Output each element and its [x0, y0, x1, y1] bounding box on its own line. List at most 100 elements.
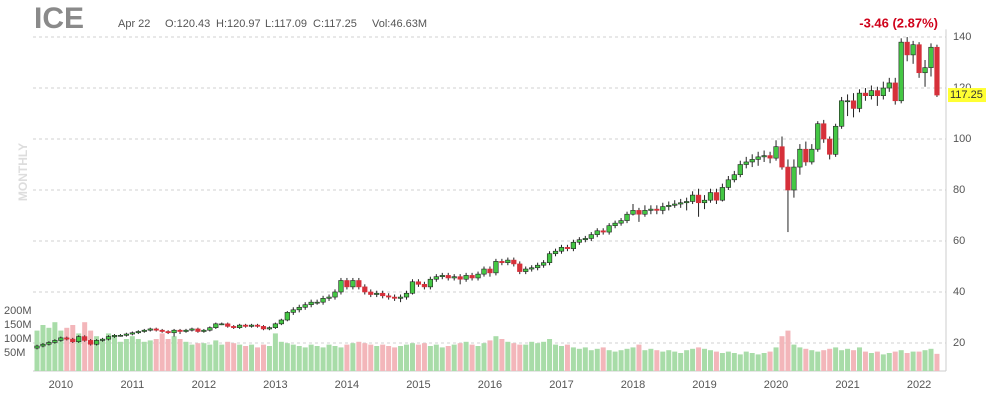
- volume-bar: [713, 351, 719, 371]
- volume-bar: [344, 344, 350, 371]
- volume-bar: [368, 344, 374, 371]
- candle-body: [308, 301, 314, 306]
- volume-bar: [499, 339, 505, 371]
- volume-bar: [594, 348, 600, 371]
- candle-body: [445, 275, 451, 279]
- volume-bar: [493, 336, 499, 371]
- volume-bar: [189, 344, 195, 371]
- candle-body: [666, 204, 672, 207]
- candle-body: [701, 199, 708, 204]
- volume-bar: [231, 343, 237, 371]
- volume-bar: [296, 346, 302, 371]
- x-tick-label: 2012: [192, 379, 216, 391]
- candle-body: [421, 284, 428, 288]
- volume-bar: [719, 353, 725, 371]
- volume-bar: [338, 347, 344, 371]
- candle-body: [159, 329, 165, 332]
- volume-bar: [183, 341, 189, 371]
- candle-body: [582, 238, 588, 241]
- volume-bar: [201, 343, 207, 371]
- volume-bar: [862, 351, 868, 371]
- candle-body: [469, 275, 475, 279]
- volume-bar: [165, 339, 171, 371]
- candle-body: [99, 338, 106, 341]
- candle-body: [904, 41, 910, 56]
- candle-body: [40, 343, 46, 347]
- volume-bar: [725, 351, 731, 371]
- candle-body: [630, 210, 636, 215]
- candle-body: [523, 268, 529, 272]
- volume-bar: [52, 322, 58, 371]
- volume-tick-label: 100M: [4, 333, 32, 345]
- volume-bar: [785, 330, 791, 371]
- volume-bar: [445, 346, 451, 371]
- volume-bar: [892, 351, 898, 371]
- candle-body: [695, 194, 702, 204]
- candle-body: [552, 250, 559, 255]
- volume-bar: [94, 336, 100, 371]
- volume-bar: [707, 350, 713, 371]
- volume-bar: [213, 340, 219, 371]
- volume-bar: [272, 333, 278, 371]
- volume-bar: [558, 346, 564, 371]
- volume-bar: [433, 344, 439, 371]
- candle-body: [642, 210, 648, 215]
- candle-body: [791, 166, 797, 191]
- candle-body: [338, 280, 344, 293]
- candle-body: [886, 82, 892, 89]
- volume-bar: [141, 341, 147, 371]
- candle-body: [612, 222, 618, 226]
- candle-body: [934, 46, 940, 96]
- volume-tick-label: 200M: [4, 305, 32, 317]
- candle-body: [409, 281, 416, 294]
- volume-bar: [225, 341, 231, 371]
- candle-body: [290, 309, 296, 313]
- volume-bar: [856, 347, 862, 371]
- candle-body: [564, 247, 571, 249]
- candle-body: [201, 329, 207, 332]
- candle-body: [374, 292, 380, 295]
- volume-bar: [111, 336, 117, 371]
- volume-bar: [135, 339, 141, 371]
- volume-bar: [582, 347, 588, 371]
- candle-body: [386, 295, 392, 298]
- volume-bar: [779, 336, 785, 371]
- volume-bar: [302, 347, 308, 371]
- volume-bar: [64, 327, 70, 371]
- y-tick-label: 100: [953, 133, 971, 145]
- candle-body: [76, 336, 82, 342]
- x-tick-label: 2019: [692, 379, 716, 391]
- volume-bar: [845, 348, 851, 371]
- volume-bar: [243, 346, 249, 371]
- candle-body: [910, 44, 916, 56]
- candle-body: [868, 90, 874, 96]
- volume-bar: [767, 351, 773, 371]
- candle-body: [821, 123, 827, 140]
- volume-bar: [636, 344, 642, 371]
- candle-body: [517, 263, 523, 272]
- volume-bar: [457, 343, 463, 371]
- candle-body: [481, 268, 487, 275]
- candle-body: [231, 326, 237, 328]
- candle-body: [350, 280, 356, 288]
- low-text: L:117.09: [265, 18, 307, 30]
- y-tick-label: 80: [953, 184, 965, 196]
- volume-bar: [129, 336, 135, 371]
- volume-bar: [356, 341, 362, 371]
- candle-body: [618, 220, 624, 224]
- candle-body: [248, 324, 255, 327]
- volume-bar: [749, 353, 755, 371]
- candle-body: [535, 264, 541, 269]
- candle-body: [624, 213, 630, 221]
- candle-body: [576, 239, 582, 243]
- candle-body: [487, 268, 493, 274]
- close-text: C:117.25: [313, 18, 357, 30]
- interval: MONTHLY: [16, 143, 30, 201]
- candle-body: [46, 342, 52, 345]
- candle-body: [600, 230, 606, 233]
- volume-bar: [904, 353, 910, 371]
- volume-bar: [398, 346, 404, 371]
- y-tick-label: 40: [953, 286, 965, 298]
- volume-bar: [541, 341, 547, 371]
- change-text: -3.46 (2.87%): [859, 15, 938, 30]
